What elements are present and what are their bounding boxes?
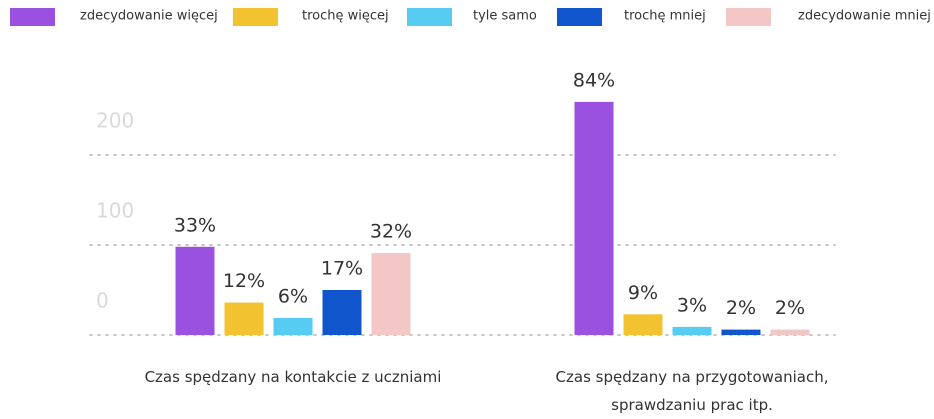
bar (175, 246, 215, 335)
value-label: 17% (321, 258, 363, 280)
value-label: 9% (628, 282, 658, 304)
bar (574, 101, 614, 336)
legend-label: zdecydowanie mniej (798, 9, 931, 24)
value-label: 2% (726, 297, 756, 319)
value-label: 84% (573, 69, 615, 91)
value-label: 6% (278, 285, 308, 307)
value-label: 33% (174, 214, 216, 236)
bar (371, 253, 411, 335)
value-label: 32% (370, 221, 412, 243)
legend-swatch (726, 8, 771, 26)
x-tick-label: Czas spędzany na kontakcie z uczniami (144, 368, 442, 386)
bar (770, 329, 810, 335)
y-tick-label: 0 (96, 289, 109, 313)
value-label: 3% (677, 294, 707, 316)
bar (224, 302, 264, 335)
legend-swatch (407, 8, 452, 26)
legend-label: tyle samo (473, 9, 537, 24)
legend-swatch (233, 8, 278, 26)
bar (721, 329, 761, 335)
y-tick-label: 200 (96, 109, 134, 133)
bar (273, 317, 313, 335)
bar (672, 326, 712, 335)
bar (322, 290, 362, 335)
bar (623, 314, 663, 335)
legend-label: trochę mniej (624, 9, 706, 24)
value-label: 12% (223, 270, 265, 292)
legend-label: trochę więcej (302, 9, 389, 24)
value-label: 2% (775, 297, 805, 319)
x-tick-label: Czas spędzany na przygotowaniach, sprawd… (555, 368, 829, 414)
y-tick-label: 100 (96, 199, 134, 223)
legend-swatch (10, 8, 55, 26)
legend-swatch (557, 8, 602, 26)
legend-label: zdecydowanie więcej (80, 9, 218, 24)
